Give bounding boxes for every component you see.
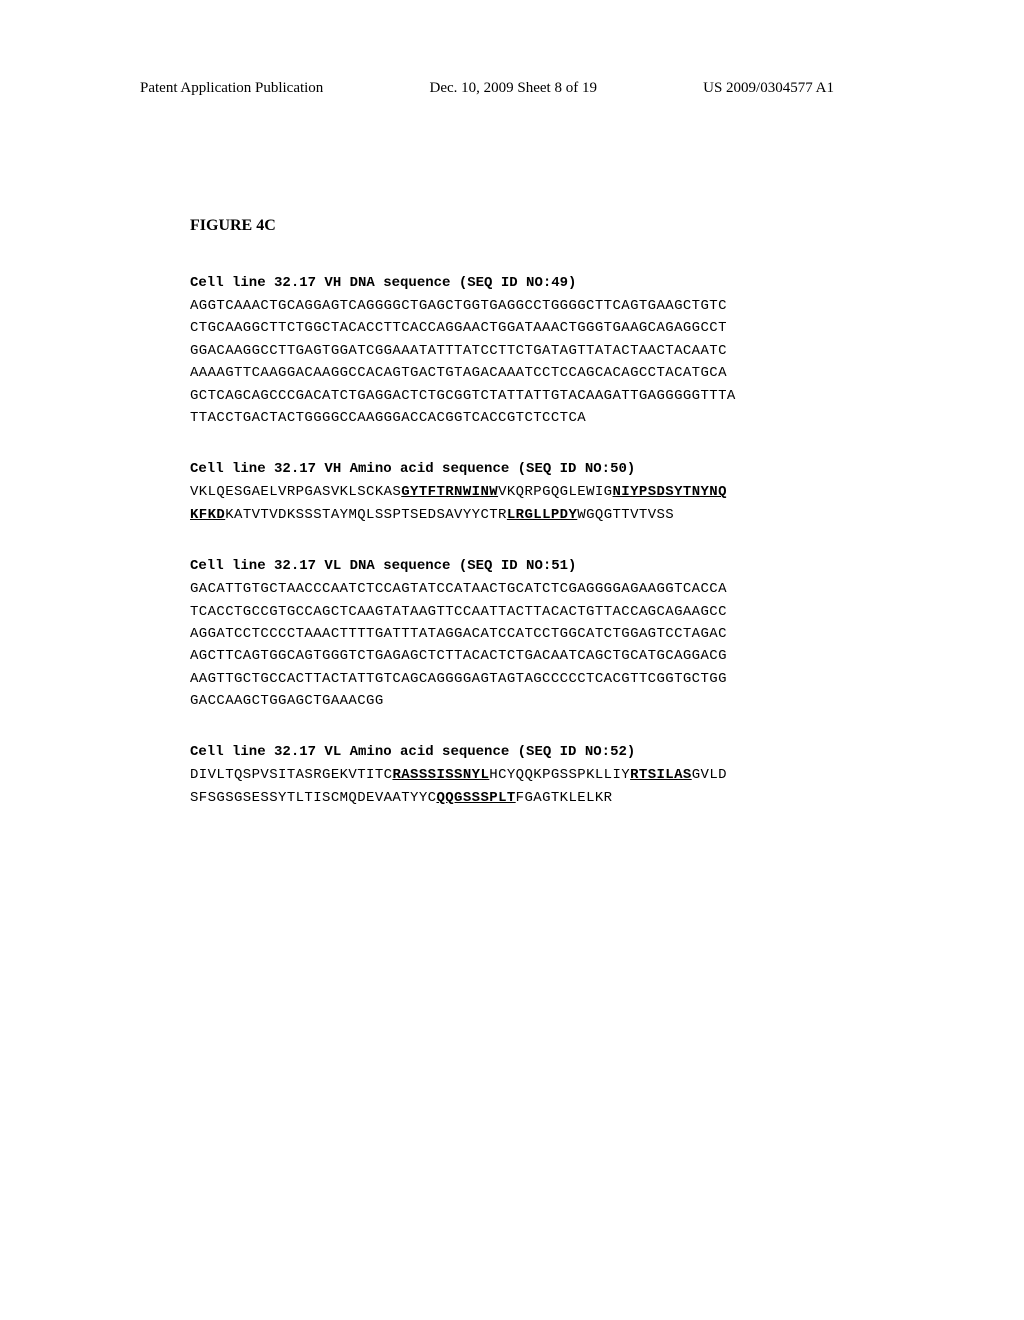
amino-framework-region: VKLQESGAELVRPGASVKLSCKAS (190, 484, 401, 500)
sequence-block: Cell line 32.17 VH Amino acid sequence (… (190, 461, 834, 526)
amino-cdr-region: NIYPSDSYTNYNQ (612, 484, 726, 500)
header-date-sheet: Dec. 10, 2009 Sheet 8 of 19 (429, 80, 596, 97)
header-patent-number: US 2009/0304577 A1 (703, 80, 834, 97)
sequence-title: Cell line 32.17 VL Amino acid sequence (… (190, 744, 834, 760)
dna-sequence-line: TCACCTGCCGTGCCAGCTCAAGTATAAGTTCCAATTACTT… (190, 601, 834, 623)
amino-framework-region: VKQRPGQGLEWIG (498, 484, 612, 500)
amino-framework-region: GVLD (692, 767, 727, 783)
dna-sequence-line: GACCAAGCTGGAGCTGAAACGG (190, 690, 834, 712)
sequence-title: Cell line 32.17 VH Amino acid sequence (… (190, 461, 834, 477)
amino-sequence-line: DIVLTQSPVSITASRGEKVTITCRASSSISSNYLHCYQQK… (190, 764, 834, 786)
amino-cdr-region: RTSILAS (630, 767, 692, 783)
amino-sequence-line: KFKDKATVTVDKSSSTAYMQLSSPTSEDSAVYYCTRLRGL… (190, 504, 834, 526)
header-publication-label: Patent Application Publication (140, 80, 323, 97)
page-container: Patent Application Publication Dec. 10, … (0, 0, 1024, 1320)
amino-cdr-region: GYTFTRNWINW (401, 484, 498, 500)
figure-label: FIGURE 4C (190, 217, 834, 235)
sequence-blocks: Cell line 32.17 VH DNA sequence (SEQ ID … (190, 275, 834, 809)
dna-sequence-line: AGGTCAAACTGCAGGAGTCAGGGGCTGAGCTGGTGAGGCC… (190, 295, 834, 317)
amino-framework-region: HCYQQKPGSSPKLLIY (489, 767, 630, 783)
amino-sequence-line: VKLQESGAELVRPGASVKLSCKASGYTFTRNWINWVKQRP… (190, 481, 834, 503)
dna-sequence-line: CTGCAAGGCTTCTGGCTACACCTTCACCAGGAACTGGATA… (190, 317, 834, 339)
sequence-block: Cell line 32.17 VH DNA sequence (SEQ ID … (190, 275, 834, 429)
amino-cdr-region: QQGSSSPLT (436, 790, 515, 806)
amino-framework-region: KATVTVDKSSSTAYMQLSSPTSEDSAVYYCTR (225, 507, 507, 523)
amino-framework-region: WGQGTTVTVSS (577, 507, 674, 523)
dna-sequence-line: AAAAGTTCAAGGACAAGGCCACAGTGACTGTAGACAAATC… (190, 362, 834, 384)
patent-header: Patent Application Publication Dec. 10, … (0, 80, 1024, 97)
content-area: FIGURE 4C Cell line 32.17 VH DNA sequenc… (0, 217, 1024, 809)
dna-sequence-line: AGGATCCTCCCCTAAACTTTTGATTTATAGGACATCCATC… (190, 623, 834, 645)
sequence-block: Cell line 32.17 VL DNA sequence (SEQ ID … (190, 558, 834, 712)
dna-sequence-line: GCTCAGCAGCCCGACATCTGAGGACTCTGCGGTCTATTAT… (190, 385, 834, 407)
amino-cdr-region: RASSSISSNYL (392, 767, 489, 783)
amino-framework-region: SFSGSGSESSYTLTISCMQDEVAATYYC (190, 790, 436, 806)
dna-sequence-line: TTACCTGACTACTGGGGCCAAGGGACCACGGTCACCGTCT… (190, 407, 834, 429)
amino-framework-region: FGAGTKLELKR (516, 790, 613, 806)
dna-sequence-line: GACATTGTGCTAACCCAATCTCCAGTATCCATAACTGCAT… (190, 578, 834, 600)
dna-sequence-line: AGCTTCAGTGGCAGTGGGTCTGAGAGCTCTTACACTCTGA… (190, 645, 834, 667)
sequence-title: Cell line 32.17 VL DNA sequence (SEQ ID … (190, 558, 834, 574)
dna-sequence-line: GGACAAGGCCTTGAGTGGATCGGAAATATTTATCCTTCTG… (190, 340, 834, 362)
sequence-block: Cell line 32.17 VL Amino acid sequence (… (190, 744, 834, 809)
amino-framework-region: DIVLTQSPVSITASRGEKVTITC (190, 767, 392, 783)
sequence-title: Cell line 32.17 VH DNA sequence (SEQ ID … (190, 275, 834, 291)
amino-sequence-line: SFSGSGSESSYTLTISCMQDEVAATYYCQQGSSSPLTFGA… (190, 787, 834, 809)
amino-cdr-region: KFKD (190, 507, 225, 523)
dna-sequence-line: AAGTTGCTGCCACTTACTATTGTCAGCAGGGGAGTAGTAG… (190, 668, 834, 690)
amino-cdr-region: LRGLLPDY (507, 507, 577, 523)
